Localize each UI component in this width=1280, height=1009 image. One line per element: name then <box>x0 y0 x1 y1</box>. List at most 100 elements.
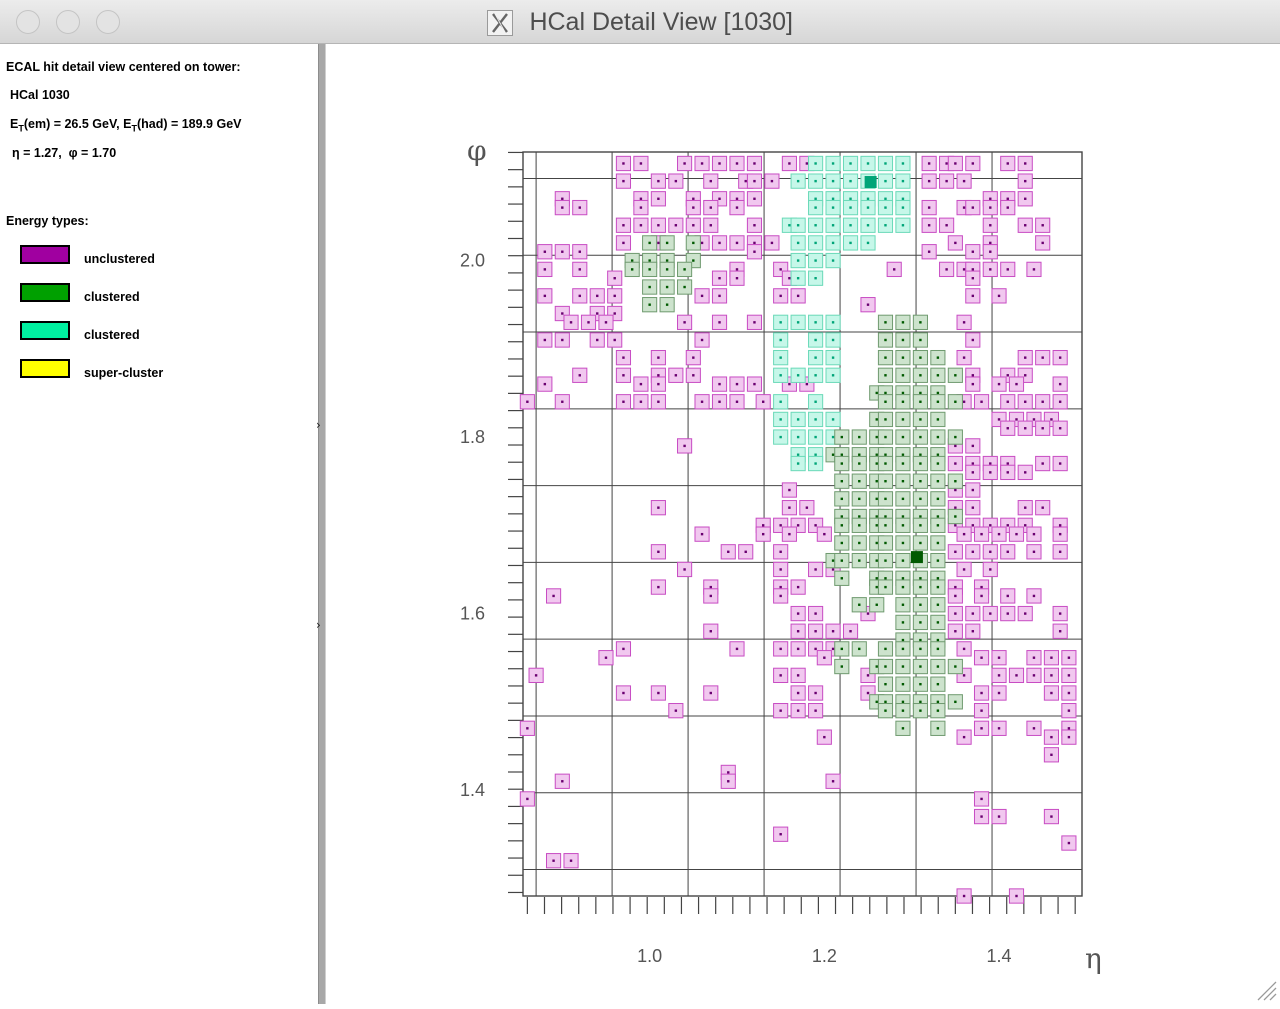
unclustered-hit-cell-dot <box>997 532 1001 536</box>
unclustered-hit-cell-dot <box>971 162 975 165</box>
unclustered-hit-cell-dot <box>1006 594 1009 598</box>
unclustered-hit-cell-dot <box>796 630 800 633</box>
legend-label-clustered-teal: clustered <box>84 328 140 342</box>
clustered-hit-cell-dot <box>936 515 940 518</box>
clustered-teal-hit-cell-dot <box>814 453 817 456</box>
unclustered-hit-cell-dot <box>954 630 957 633</box>
clustered-hit-cell-dot <box>884 515 887 518</box>
clustered-hit-cell-dot <box>665 268 669 271</box>
clustered-hit-cell-dot <box>648 268 651 271</box>
unclustered-hit-cell-dot <box>814 612 817 615</box>
clustered-hit-cell-dot <box>840 541 844 545</box>
unclustered-hit-cell-dot <box>1006 374 1009 377</box>
splitter-arrow-icon[interactable]: › <box>316 618 321 632</box>
clustered-hit-cell-dot <box>831 453 835 456</box>
unclustered-hit-cell-dot <box>927 179 931 183</box>
unclustered-hit-cell-dot <box>866 691 870 695</box>
clustered-teal-hit-cell-dot <box>814 338 817 342</box>
clustered-hit-cell-dot <box>884 585 887 589</box>
resize-grip-icon[interactable] <box>1254 978 1278 1002</box>
clustered-hit-cell-dot <box>884 577 887 580</box>
unclustered-hit-cell-dot <box>657 400 660 403</box>
clustered-hit-cell-dot <box>884 374 887 377</box>
close-window-button[interactable] <box>16 10 40 34</box>
clustered-hit-cell-dot <box>875 435 878 439</box>
clustered-hit-cell-dot <box>919 515 922 518</box>
unclustered-hit-cell-dot <box>989 471 992 474</box>
unclustered-hit-cell-dot <box>1058 630 1062 633</box>
unclustered-hit-cell-dot <box>779 268 782 271</box>
unclustered-hit-cell-dot <box>989 250 992 253</box>
unclustered-hit-cell-dot <box>962 532 966 536</box>
clustered-teal-hit-cell-dot <box>849 241 852 245</box>
clustered-hit-cell-dot <box>919 338 922 342</box>
clustered-hit-cell-dot <box>936 541 940 545</box>
unclustered-hit-cell-dot <box>989 550 992 554</box>
zoom-window-button[interactable] <box>96 10 120 34</box>
clustered-teal-hit-cell-dot <box>814 259 817 262</box>
unclustered-hit-cell-dot <box>718 400 721 403</box>
clustered-hit-cell-dot <box>858 479 861 483</box>
clustered-teal-hit-cell-dot <box>831 162 835 165</box>
plot-area[interactable]: 1.0 1.2 1.4 1.4 1.6 1.8 2.0 η φ <box>326 44 1280 1004</box>
clustered-hit-cell-dot <box>936 665 940 668</box>
tower-label: HCal 1030 <box>10 88 70 102</box>
clustered-hit-cell-dot <box>884 391 887 395</box>
clustered-teal-hit-cell-dot <box>814 435 817 439</box>
unclustered-hit-cell-dot <box>1032 674 1036 677</box>
unclustered-hit-cell-dot <box>954 241 957 245</box>
unclustered-hit-cell-dot <box>1041 356 1044 359</box>
clustered-hit-cell-dot <box>630 268 634 271</box>
unclustered-hit-cell-dot <box>657 241 660 245</box>
unclustered-hit-cell-dot <box>543 250 547 253</box>
clustered-hit-cell-dot <box>884 524 887 527</box>
unclustered-hit-cell-dot <box>1058 356 1062 359</box>
phi-coord: φ = 1.70 <box>68 146 117 160</box>
unclustered-hit-cell-dot <box>657 506 660 509</box>
clustered-teal-hit-cell-dot <box>849 224 852 227</box>
unclustered-hit-cell-dot <box>1015 674 1018 677</box>
unclustered-hit-cell-dot <box>683 568 686 571</box>
unclustered-hit-cell-dot <box>1024 197 1027 200</box>
clustered-teal-hit-cell-dot <box>779 400 782 403</box>
minimize-window-button[interactable] <box>56 10 80 34</box>
clustered-hit-cell-dot <box>901 374 905 377</box>
splitter-arrow-icon[interactable]: › <box>316 418 321 432</box>
unclustered-hit-cell-dot <box>989 241 992 245</box>
unclustered-hit-cell-dot <box>980 727 983 730</box>
unclustered-hit-cell-dot <box>796 647 800 651</box>
unclustered-hit-cell-dot <box>718 197 721 200</box>
clustered-hit-cell-dot <box>665 259 669 262</box>
unclustered-hit-cell-dot <box>622 356 625 359</box>
unclustered-hit-cell-dot <box>657 585 660 589</box>
hit-detail-chart[interactable]: 1.0 1.2 1.4 1.4 1.6 1.8 2.0 η φ <box>326 44 1280 1004</box>
cluster-seed-green <box>910 551 923 564</box>
unclustered-hit-cell-dot <box>753 224 756 227</box>
coords-line: η = 1.27, φ = 1.70 <box>12 146 116 160</box>
clustered-hit-cell-dot <box>840 453 844 456</box>
unclustered-hit-cell-dot <box>997 727 1001 730</box>
clustered-hit-cell-dot <box>936 577 940 580</box>
clustered-hit-cell-dot <box>840 479 844 483</box>
unclustered-hit-cell-dot <box>1050 753 1053 756</box>
clustered-hit-cell-dot <box>919 453 922 456</box>
unclustered-hit-cell-dot <box>954 550 957 554</box>
unclustered-hit-cell-dot <box>866 612 870 615</box>
clustered-teal-hit-cell-dot <box>796 179 800 183</box>
clustered-hit-cell-dot <box>875 515 878 518</box>
unclustered-hit-cell-dot <box>1032 418 1036 421</box>
unclustered-hit-cell-dot <box>971 250 975 253</box>
unclustered-hit-cell-dot <box>622 647 625 651</box>
unclustered-hit-cell-dot <box>788 382 791 386</box>
clustered-hit-cell-dot <box>840 497 844 501</box>
legend-swatch-clustered-teal <box>20 321 70 340</box>
clustered-hit-cell-dot <box>648 259 651 262</box>
unclustered-hit-cell-dot <box>683 162 686 165</box>
unclustered-hit-cell-dot <box>578 374 581 377</box>
info-heading: ECAL hit detail view centered on tower: <box>6 60 241 74</box>
panel-splitter[interactable] <box>318 44 326 1004</box>
clustered-hit-cell-dot <box>884 418 887 421</box>
clustered-teal-hit-cell-dot <box>831 321 835 324</box>
unclustered-hit-cell-dot <box>1067 727 1071 730</box>
clustered-teal-hit-cell-dot <box>779 321 782 324</box>
